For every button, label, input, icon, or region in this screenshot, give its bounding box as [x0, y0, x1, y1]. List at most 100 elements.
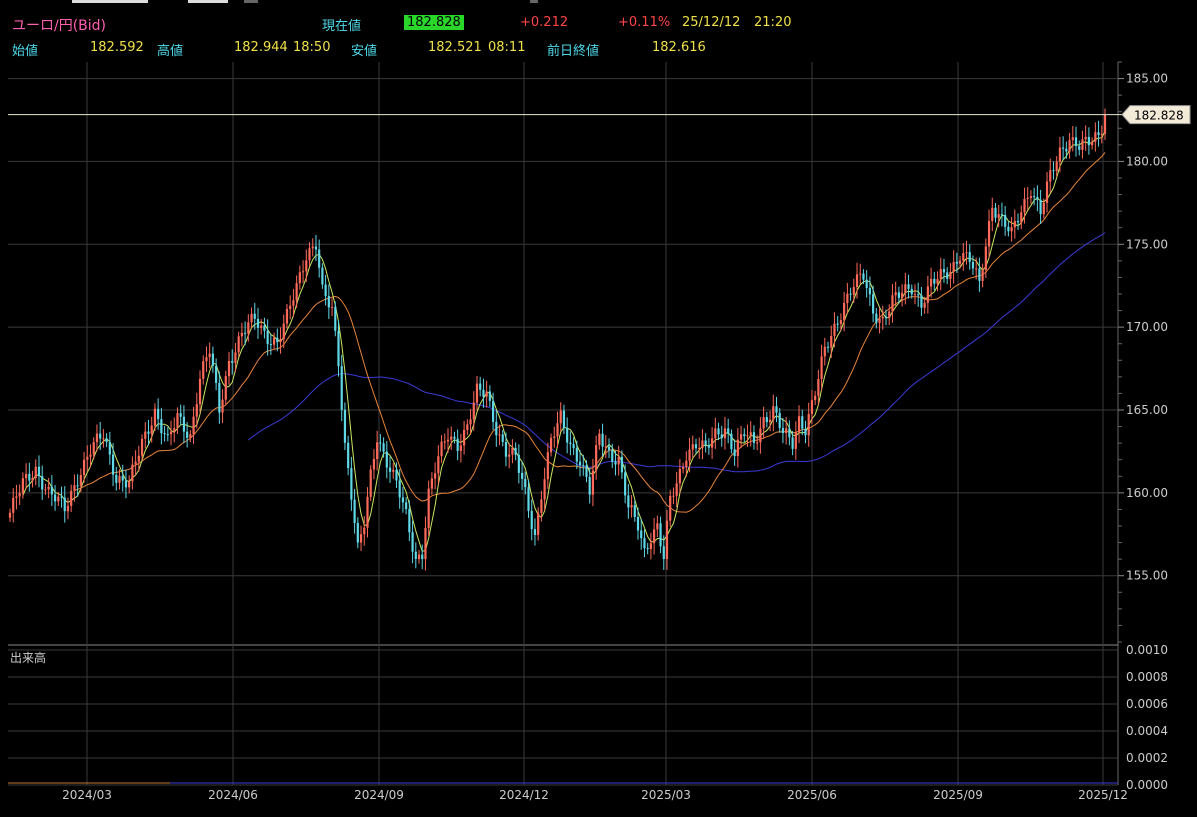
candle-body — [965, 252, 968, 254]
candle-body — [1010, 227, 1013, 232]
volume-tick-label: 0.0010 — [1126, 643, 1168, 657]
candle-body — [408, 509, 411, 533]
candle-body — [685, 460, 688, 468]
candle-body — [79, 475, 82, 486]
candle-body — [157, 408, 160, 420]
candle-body — [424, 527, 427, 560]
candle-body — [955, 261, 958, 264]
candle-body — [60, 496, 63, 498]
candle-body — [99, 433, 102, 439]
candle-body — [669, 495, 672, 521]
candle-body — [1065, 148, 1068, 152]
candle-body — [897, 292, 900, 298]
candle-body — [211, 353, 214, 366]
candle-body — [1042, 202, 1045, 215]
candle-body — [353, 499, 356, 523]
candle-body — [504, 441, 508, 457]
candle-body — [659, 523, 662, 547]
candle-body — [25, 473, 28, 479]
candle-body — [247, 322, 250, 334]
candle-body — [891, 295, 894, 312]
candle-body — [398, 480, 401, 498]
candle-body — [421, 554, 424, 560]
candle-body — [727, 428, 730, 434]
candle-body — [150, 425, 153, 434]
candle-body — [797, 416, 801, 433]
candle-body — [852, 287, 855, 295]
toolbar-tab-stub[interactable] — [188, 0, 228, 3]
candle-body — [66, 505, 70, 512]
candle-body — [1049, 170, 1052, 182]
high-label: 高値 — [157, 44, 184, 59]
candle-body — [92, 442, 95, 455]
candle-body — [910, 288, 913, 295]
candle-body — [227, 360, 231, 377]
toolbar-tab-stub[interactable] — [72, 0, 148, 3]
candle-body — [366, 496, 369, 528]
candle-body — [405, 502, 408, 510]
candle-body — [160, 419, 163, 434]
candle-body — [952, 261, 955, 273]
candle-body — [772, 406, 775, 420]
price-tick-label: 165.00 — [1126, 403, 1168, 417]
candle-body — [359, 534, 363, 543]
candle-body — [266, 330, 269, 345]
candle-body — [675, 483, 678, 496]
candle-body — [933, 278, 936, 284]
candle-body — [595, 445, 598, 471]
candle-body — [427, 488, 430, 528]
candle-body — [430, 478, 433, 489]
candle-body — [946, 272, 949, 279]
candle-body — [1036, 196, 1039, 200]
candle-body — [218, 382, 221, 413]
candle-body — [488, 391, 491, 401]
candle-body — [1084, 136, 1087, 140]
candle-body — [324, 284, 327, 296]
candle-body — [369, 469, 372, 497]
candle-body — [569, 442, 572, 445]
candle-body — [926, 286, 929, 303]
candle-body — [520, 472, 524, 479]
candle-body — [347, 442, 350, 469]
candle-body — [653, 529, 656, 544]
candle-body — [833, 323, 836, 336]
candle-body — [543, 479, 546, 500]
candle-body — [388, 467, 392, 472]
candle-body — [942, 269, 946, 273]
candle-body — [971, 261, 975, 269]
candle-body — [1029, 196, 1033, 198]
candle-body — [859, 273, 862, 275]
candle-body — [733, 449, 736, 457]
toolbar-tab-stub[interactable] — [530, 0, 538, 3]
candle-body — [665, 520, 669, 559]
candle-body — [1058, 147, 1062, 162]
quote-date: 25/12/12 — [682, 15, 741, 30]
candle-body — [791, 437, 794, 449]
candle-body — [437, 456, 440, 474]
price-tick-label: 185.00 — [1126, 72, 1168, 86]
candle-body — [678, 468, 681, 484]
candle-body — [585, 465, 588, 477]
candle-body — [636, 516, 640, 531]
candle-body — [466, 424, 469, 430]
candle-body — [314, 246, 318, 250]
candle-body — [244, 332, 247, 334]
candle-body — [530, 510, 533, 530]
volume-tick-label: 0.0000 — [1126, 778, 1168, 792]
candle-body — [95, 433, 99, 443]
candle-body — [975, 268, 978, 270]
candle-body — [128, 481, 131, 488]
candle-body — [810, 400, 814, 415]
candle-body — [662, 546, 665, 559]
candle-body — [443, 441, 446, 443]
candle-body — [343, 409, 347, 443]
candle-body — [1081, 139, 1084, 150]
candle-body — [453, 436, 456, 439]
toolbar-tab-stub[interactable] — [244, 0, 258, 3]
candle-body — [434, 473, 437, 479]
volume-tick-label: 0.0002 — [1126, 751, 1168, 765]
candle-body — [173, 428, 176, 432]
candle-body — [514, 447, 517, 455]
time-axis-label: 2024/12 — [499, 788, 549, 802]
